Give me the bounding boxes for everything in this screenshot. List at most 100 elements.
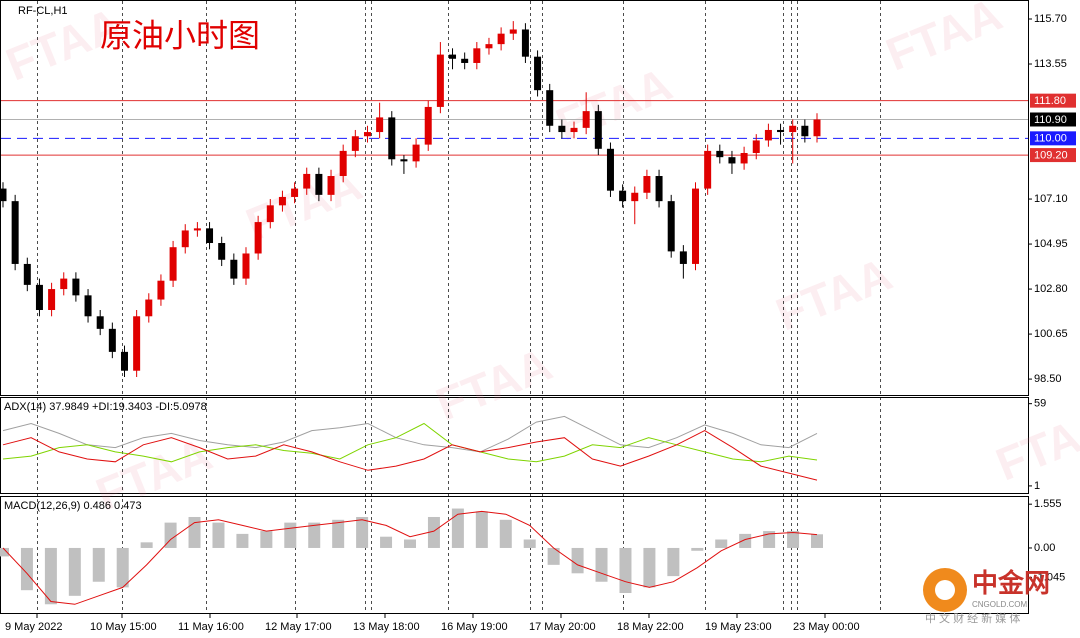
candle-body [813, 119, 821, 137]
histogram-bar [691, 547, 704, 551]
candle-body [230, 259, 238, 279]
y-tick-label: -1.045 [1034, 571, 1065, 583]
candle-body [72, 278, 80, 296]
histogram-bar [427, 516, 440, 548]
candle-body [655, 176, 663, 202]
y-tick-label: 102.80 [1034, 283, 1068, 295]
histogram-bar [787, 531, 800, 548]
y-tick-label: 113.55 [1034, 58, 1067, 70]
candle-body [752, 140, 760, 153]
x-tick-label: 17 May 20:00 [529, 621, 596, 633]
histogram-bar [0, 547, 9, 557]
candle-body [558, 125, 566, 133]
candle-body [388, 117, 396, 160]
adx-panel [0, 397, 1029, 494]
x-tick-label: 19 May 23:00 [705, 621, 772, 633]
candle-body [327, 176, 335, 195]
y-tick-label: 104.95 [1034, 238, 1068, 250]
y-tick-label: 1 [1034, 480, 1040, 492]
annotation: 原油小时图 [100, 17, 260, 53]
candle-body [96, 316, 104, 329]
chart-title: RF-CL,H1 [18, 5, 68, 17]
level-label: 110.90 [1034, 114, 1067, 126]
candle-body [266, 205, 274, 223]
candle-body [461, 58, 469, 63]
candle-body [120, 351, 128, 371]
y-tick-label: 1.555 [1034, 498, 1062, 510]
macd-title: MACD(12,26,9) 0.486 0.473 [4, 500, 142, 512]
candle-body [84, 295, 92, 317]
candle-body [254, 222, 262, 254]
candle-body [667, 201, 675, 252]
level-label-box [1030, 93, 1076, 108]
candle-body [606, 148, 614, 191]
candle-body [716, 150, 724, 158]
x-tick-label: 16 May 19:00 [441, 621, 508, 633]
candle-body [509, 29, 517, 34]
histogram-bar [404, 539, 416, 548]
histogram-bar [332, 519, 345, 548]
level-label: 109.20 [1034, 149, 1068, 161]
x-tick-label: 23 May 00:00 [793, 621, 860, 633]
histogram-bar [739, 533, 752, 548]
candle-body [206, 228, 214, 244]
histogram-bar [571, 547, 584, 574]
histogram-bar [260, 531, 273, 548]
candle-body [704, 150, 712, 189]
candle-body [242, 253, 250, 279]
histogram-bar [356, 516, 369, 548]
x-tick-label: 18 May 22:00 [617, 621, 684, 633]
histogram-bar [811, 534, 823, 548]
histogram-bar [499, 519, 512, 548]
histogram-bar [643, 547, 656, 588]
candle-body [497, 33, 505, 45]
candle-body [48, 289, 56, 311]
histogram-bar [308, 522, 321, 548]
logo-site: CNGOLD.COM [972, 600, 1027, 609]
level-label-box [1030, 112, 1076, 127]
candle-body [594, 111, 602, 149]
histogram-bar [20, 547, 33, 591]
candle-body [740, 152, 748, 164]
candle-body [619, 190, 627, 202]
candle-body [728, 157, 736, 164]
candle-body [521, 29, 529, 57]
y-tick-label: 100.65 [1034, 328, 1068, 340]
logo-tagline: 中 文 财 经 新 媒 体 [925, 611, 1020, 625]
candle-body [363, 132, 371, 137]
candle-body [692, 188, 700, 264]
candle-body [351, 136, 359, 151]
candle-body [400, 159, 408, 162]
y-tick-label: 59 [1034, 398, 1046, 410]
y-tick-label: 98.50 [1034, 373, 1062, 385]
level-label-box [1030, 131, 1076, 146]
adx-title: ADX(14) 37.9849 +DI:19.3403 -DI:5.0978 [4, 401, 207, 413]
candle-body [145, 299, 153, 317]
candle-body [436, 54, 444, 107]
signal-line [2, 510, 818, 605]
indicator-line [2, 422, 818, 463]
x-tick-label: 9 May 2022 [5, 621, 62, 633]
candle-body [777, 129, 785, 133]
x-tick-label: 13 May 18:00 [353, 621, 420, 633]
histogram-bar [68, 547, 81, 596]
histogram-bar [763, 531, 776, 548]
level-label-box [1030, 148, 1076, 163]
candle-body [169, 247, 177, 281]
logo-icon [935, 580, 955, 600]
x-tick-label: 11 May 16:00 [178, 621, 244, 633]
candle-body [631, 192, 639, 202]
candle-body [193, 228, 201, 231]
candle-body [60, 278, 68, 290]
candle-body [789, 125, 797, 133]
logo: 中金网 CNGOLD.COM 中 文 财 经 新 媒 体 [923, 568, 1050, 625]
candle-body [23, 263, 31, 285]
candle-body [133, 316, 141, 371]
histogram-bar [451, 508, 464, 548]
indicator-line [2, 415, 818, 453]
candle-body [546, 90, 554, 126]
y-tick-label: 107.10 [1034, 193, 1068, 205]
